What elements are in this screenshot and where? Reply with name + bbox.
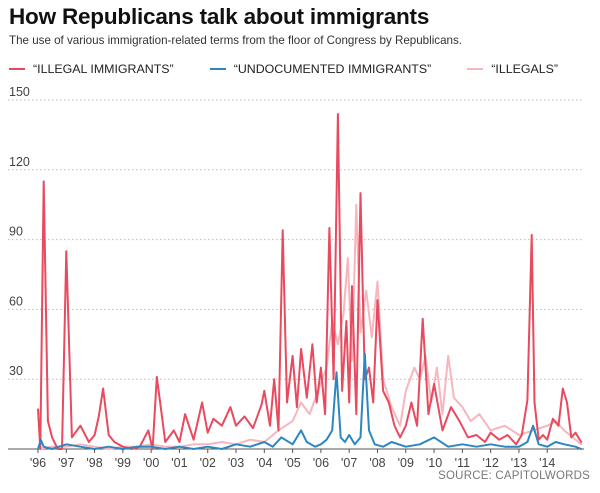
x-tick-label: '10: [426, 456, 442, 470]
x-tick-label: '00: [143, 456, 159, 470]
series-line: [37, 113, 583, 450]
y-tick-label: 120: [9, 155, 30, 169]
legend-label-undocumented-immigrants: “UNDOCUMENTED IMMIGRANTS”: [233, 62, 432, 76]
y-tick-label: 30: [9, 364, 23, 378]
legend-item-undocumented-immigrants: “UNDOCUMENTED IMMIGRANTS”: [209, 62, 432, 76]
x-tick-label: '99: [115, 456, 131, 470]
y-axis-ticks: 30 60 90 120 150: [9, 85, 30, 378]
y-tick-label: 60: [9, 294, 23, 308]
x-tick-label: '05: [284, 456, 300, 470]
x-tick-label: '08: [369, 456, 385, 470]
x-tick-label: '98: [86, 456, 102, 470]
legend-label-illegals: “ILLEGALS”: [491, 62, 559, 76]
x-tick-label: '06: [313, 456, 329, 470]
chart-subtitle: The use of various immigration-related t…: [9, 34, 462, 47]
legend: “ILLEGAL IMMIGRANTS” “UNDOCUMENTED IMMIG…: [9, 60, 594, 78]
x-tick-label: '11: [455, 456, 470, 470]
legend-swatch-illegals: [467, 67, 484, 71]
x-tick-label: '01: [171, 456, 187, 470]
x-tick-label: '02: [200, 456, 216, 470]
x-tick-label: '12: [482, 456, 498, 470]
legend-item-illegals: “ILLEGALS”: [467, 62, 558, 76]
series-lines: [37, 113, 583, 450]
x-tick-label: '04: [256, 456, 272, 470]
series-line: [37, 203, 583, 450]
x-tick-label: '09: [398, 456, 414, 470]
grid-lines: [8, 99, 584, 450]
source-note: SOURCE: CAPITOLWORDS: [438, 470, 590, 482]
series-line: [37, 352, 583, 450]
legend-swatch-undocumented-immigrants: [209, 67, 226, 71]
y-tick-label: 90: [9, 225, 23, 239]
x-axis-ticks: '96 '97 '98 '99 '00 '01 '02 '03 '04 '05 '06 '07 '08 '…: [30, 449, 555, 470]
legend-item-illegal-immigrants: “ILLEGAL IMMIGRANTS”: [9, 62, 174, 76]
x-tick-label: '03: [228, 456, 244, 470]
legend-swatch-illegal-immigrants: [9, 67, 25, 71]
x-tick-label: '14: [539, 456, 555, 470]
x-tick-label: '13: [511, 456, 527, 470]
x-tick-label: '96: [30, 456, 46, 470]
x-tick-label: '97: [58, 456, 74, 470]
x-tick-label: '07: [341, 456, 357, 470]
y-tick-label: 150: [9, 85, 30, 99]
legend-label-illegal-immigrants: “ILLEGAL IMMIGRANTS”: [33, 62, 174, 76]
chart-title: How Republicans talk about immigrants: [9, 4, 430, 29]
